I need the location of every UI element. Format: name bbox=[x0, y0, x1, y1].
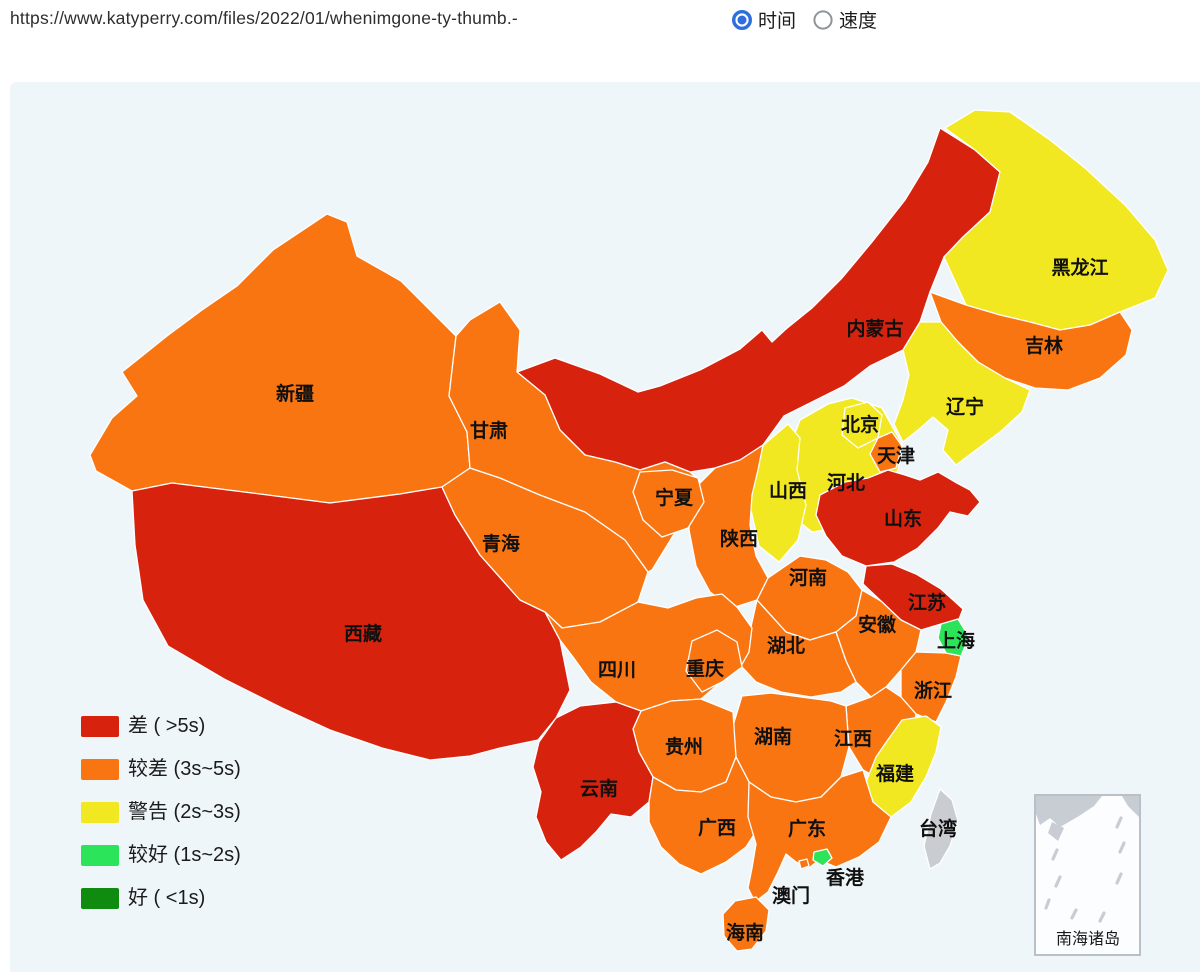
radio-time-label: 时间 bbox=[758, 11, 797, 32]
legend: 差 ( >5s) 较差 (3s~5s) 警告 (2s~3s) 较好 (1s~2s… bbox=[81, 716, 241, 931]
radio-speed[interactable]: 速度 bbox=[812, 6, 877, 33]
legend-label-poor: 较差 (3s~5s) bbox=[128, 758, 241, 780]
radio-unselected-icon bbox=[813, 9, 833, 30]
legend-swatch-bad bbox=[81, 716, 119, 737]
legend-item-bad[interactable]: 差 ( >5s) bbox=[81, 716, 241, 737]
region-ningxia[interactable] bbox=[632, 469, 705, 538]
legend-item-warn[interactable]: 警告 (2s~3s) bbox=[81, 802, 241, 823]
legend-label-good: 好 ( <1s) bbox=[128, 887, 206, 909]
inset-coastline bbox=[1036, 796, 1102, 827]
region-shanghai[interactable] bbox=[937, 618, 970, 657]
region-liaoning[interactable] bbox=[893, 321, 1031, 466]
region-guangxi[interactable] bbox=[648, 756, 762, 875]
region-tianjin[interactable] bbox=[869, 431, 903, 473]
legend-item-good[interactable]: 好 ( <1s) bbox=[81, 888, 241, 909]
radio-selected-icon bbox=[731, 9, 753, 30]
region-macau[interactable] bbox=[798, 858, 810, 870]
metric-toggle: 时间 速度 bbox=[731, 6, 877, 33]
topbar: https://www.katyperry.com/files/2022/01/… bbox=[0, 0, 1200, 46]
legend-item-ok[interactable]: 较好 (1s~2s) bbox=[81, 845, 241, 866]
tested-url-text[interactable]: https://www.katyperry.com/files/2022/01/… bbox=[10, 8, 518, 28]
legend-label-ok: 较好 (1s~2s) bbox=[128, 844, 241, 866]
radio-time[interactable]: 时间 bbox=[731, 6, 796, 33]
inset-islands bbox=[1044, 816, 1126, 923]
label-macau: 澳门 bbox=[772, 884, 810, 907]
province-regions bbox=[89, 109, 1169, 952]
legend-swatch-warn bbox=[81, 802, 119, 823]
inset-island bbox=[1048, 822, 1064, 841]
region-shandong[interactable] bbox=[815, 469, 981, 567]
region-xinjiang[interactable] bbox=[89, 213, 471, 504]
region-hainan[interactable] bbox=[722, 896, 770, 952]
inset-coastline bbox=[1122, 796, 1139, 817]
legend-label-warn: 警告 (2s~3s) bbox=[128, 801, 241, 823]
region-chongqing[interactable] bbox=[685, 629, 743, 693]
south-china-sea-inset: 南海诸岛 bbox=[1034, 794, 1141, 956]
region-yunnan[interactable] bbox=[532, 701, 654, 861]
region-taiwan[interactable] bbox=[923, 788, 959, 870]
label-hongkong: 香港 bbox=[825, 867, 865, 889]
region-fujian[interactable] bbox=[865, 715, 942, 818]
inset-box bbox=[1034, 794, 1141, 956]
legend-label-bad: 差 ( >5s) bbox=[128, 715, 206, 737]
legend-swatch-good bbox=[81, 888, 119, 909]
legend-item-poor[interactable]: 较差 (3s~5s) bbox=[81, 759, 241, 780]
legend-swatch-ok bbox=[81, 845, 119, 866]
legend-swatch-poor bbox=[81, 759, 119, 780]
region-hongkong[interactable] bbox=[812, 848, 833, 867]
radio-speed-label: 速度 bbox=[839, 11, 878, 32]
